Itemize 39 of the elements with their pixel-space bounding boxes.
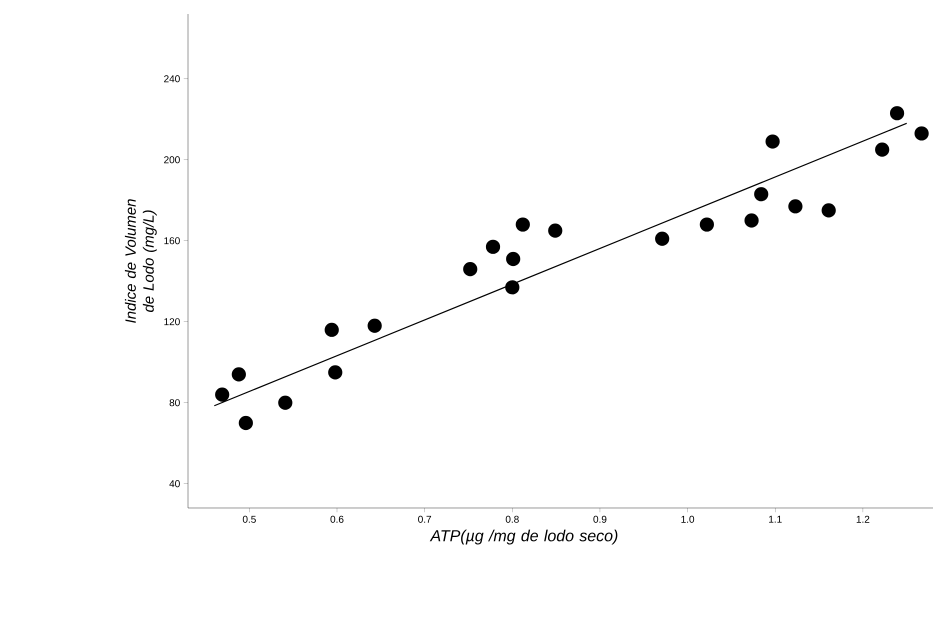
point: [890, 106, 904, 120]
point: [368, 318, 382, 333]
point: [548, 224, 562, 238]
point: [506, 252, 520, 266]
y-axis-title: Indice de Volumen de Lodo (mg/L): [124, 199, 157, 323]
point: [232, 367, 246, 382]
point: [744, 213, 759, 228]
x-tick-label: 0.6: [330, 516, 344, 523]
point: [875, 142, 890, 157]
point: [463, 262, 478, 276]
point: [655, 232, 670, 246]
x-tick-label: 1.1: [769, 516, 782, 523]
y-tick-label: 240: [164, 75, 180, 82]
y-tick-label: 40: [169, 480, 180, 488]
point: [505, 280, 520, 294]
point: [278, 396, 292, 410]
point: [486, 240, 500, 254]
point: [516, 217, 530, 232]
y-tick-label: 200: [164, 156, 180, 164]
x-axis-title: ATP(µg /mg de lodo seco): [430, 530, 618, 545]
point: [914, 126, 929, 141]
point: [822, 203, 836, 218]
point: [766, 134, 780, 149]
x-tick-label: 1.2: [856, 516, 870, 523]
x-tick-label: 0.8: [506, 516, 519, 523]
point: [324, 322, 339, 337]
point: [788, 199, 802, 214]
y-tick-label: 80: [170, 399, 180, 406]
point: [754, 187, 768, 202]
point: [215, 388, 230, 402]
x-tick-label: 0.7: [418, 516, 432, 523]
y-tick-label: 120: [164, 318, 180, 326]
x-tick-label: 0.9: [593, 516, 606, 523]
point: [700, 217, 714, 232]
point: [238, 416, 253, 430]
point: [328, 365, 342, 380]
x-tick-label: 0.5: [242, 516, 256, 523]
y-tick-label: 160: [164, 237, 180, 244]
x-tick-label: 1.0: [681, 516, 694, 523]
